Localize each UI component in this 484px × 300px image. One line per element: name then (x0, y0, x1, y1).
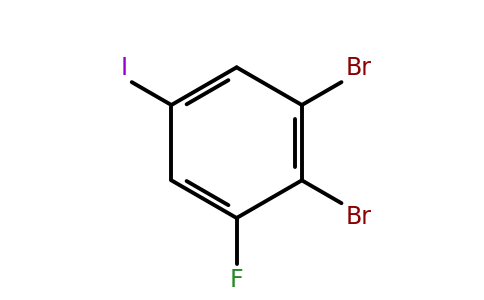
Text: Br: Br (345, 56, 371, 80)
Text: I: I (121, 56, 128, 80)
Text: F: F (230, 268, 243, 292)
Text: Br: Br (345, 206, 371, 230)
